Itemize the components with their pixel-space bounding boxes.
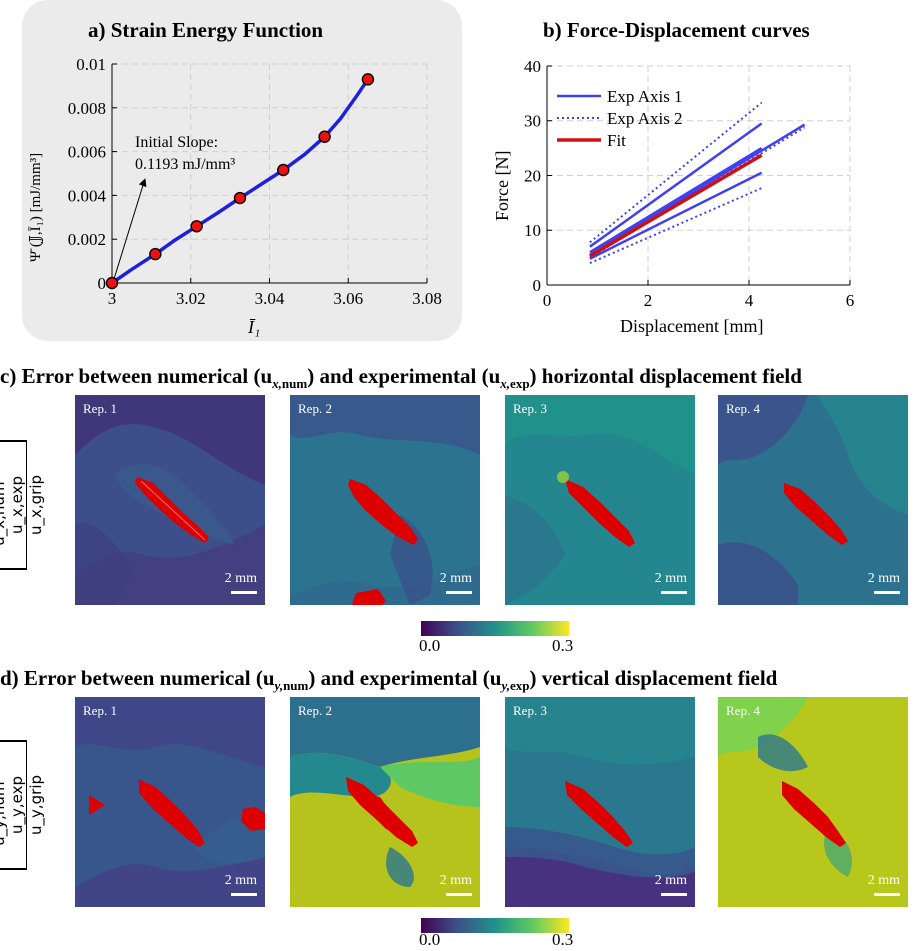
- panel-b-xtick-label-2: 4: [745, 291, 754, 310]
- panel-a-ytick-label-3: 0.006: [68, 143, 106, 162]
- panel-b-series-6: [589, 187, 763, 265]
- panel-a-annotation-line2: 0.1193 mJ/mm³: [135, 156, 236, 173]
- panel-b-title: b) Force-Displacement curves: [543, 18, 810, 42]
- panel-a-xlabel: Ī₁: [248, 317, 261, 337]
- panel-d-ylabel-denominator: u_y,grip: [27, 774, 45, 836]
- panel-c-colorbar: [421, 621, 569, 636]
- panel-a-ylabel: Ψ̄̄ (𝕁,Ī₁) [mJ/mm³]: [28, 152, 44, 262]
- panel-c-ylabel-numerator: u_x,num − u_x,exp: [0, 440, 27, 570]
- panel-c-rep-2-scalebar-label: 2 mm: [439, 571, 472, 586]
- panel-a-annotation-arrowhead: [138, 178, 147, 188]
- panel-b-series-2: [589, 171, 763, 260]
- panel-b-ylabel: Force [N]: [492, 150, 512, 221]
- panel-d-colorbar-min: 0.0: [419, 930, 441, 949]
- panel-b-series-8: [589, 153, 763, 258]
- panel-b-ytick-label-0: 0: [533, 276, 542, 295]
- panel-d-heatmap-rep-1: Rep. 1 2 mm: [75, 697, 265, 907]
- panel-a-ytick-label-4: 0.008: [68, 99, 106, 118]
- panel-b-xtick-label-3: 6: [846, 291, 855, 310]
- panel-b-legend-label-2: Fit: [607, 131, 626, 150]
- panel-a-marker-4: [277, 163, 290, 177]
- panel-b-series-1: [589, 147, 763, 254]
- panel-a-xtick-label-1: 3.02: [176, 289, 206, 308]
- panel-c-heatmap-rep-1: Rep. 1 2 mm: [75, 395, 265, 605]
- panel-b-ytick-label-1: 10: [524, 221, 541, 240]
- panel-d-heatmap-rep-4: Rep. 4 2 mm: [718, 697, 908, 907]
- panel-b-series-0: [589, 122, 763, 248]
- panel-a-marker-1: [149, 247, 162, 261]
- panel-d-rep-3-scalebar-label: 2 mm: [654, 873, 687, 888]
- panel-a-xtick-label-2: 3.04: [255, 289, 285, 308]
- panel-d-rep-4-label: Rep. 4: [726, 703, 760, 718]
- panel-d-rep-4-scalebar-label: 2 mm: [867, 873, 900, 888]
- panel-b-xlabel: Displacement [mm]: [620, 316, 764, 336]
- panel-b-legend-label-0: Exp Axis 1: [607, 87, 683, 106]
- panel-a-marker-0: [105, 276, 119, 290]
- panel-d-rep-2-scalebar-label: 2 mm: [439, 873, 472, 888]
- panel-d-heatmap-rep-2: Rep. 2 2 mm: [290, 697, 480, 907]
- panel-c-rep-2-scalebar: [446, 591, 472, 594]
- panel-d-rep-2-label: Rep. 2: [298, 703, 332, 718]
- panel-c-heatmap-rep-4: Rep. 4 2 mm: [718, 395, 908, 605]
- panel-c-colorbar-min: 0.0: [419, 636, 441, 655]
- panel-b-chart: 0 2 4 6 0 10 20 30 40 Exp Axis 1 Exp Axis 2 Fit: [524, 57, 855, 310]
- panel-d-colorbar-max: 0.3: [552, 930, 574, 949]
- panel-b-series-4: [589, 101, 763, 244]
- panel-c-rep-3-label: Rep. 3: [513, 401, 547, 416]
- panel-a-marker-3: [233, 191, 247, 205]
- panel-a-ytick-label-0: 0: [98, 274, 107, 293]
- panel-c-rep-3-scalebar-label: 2 mm: [654, 571, 687, 586]
- panel-c-rep-1-scalebar: [231, 591, 257, 594]
- panel-d-rep-1-label: Rep. 1: [83, 703, 117, 718]
- panel-b-ytick-label-3: 30: [524, 112, 541, 131]
- panel-b-ytick-label-2: 20: [524, 166, 541, 185]
- panel-a-xtick-label-3: 3.06: [333, 289, 363, 308]
- panel-b-ytick-label-4: 40: [524, 57, 541, 76]
- panel-d-colorbar: [421, 918, 569, 933]
- panel-a-annotation-arrow: [113, 181, 145, 280]
- panel-a-ytick-label-1: 0.002: [68, 230, 106, 249]
- panel-d-rep-2-scalebar: [446, 893, 472, 896]
- panel-c-colorbar-max: 0.3: [552, 636, 574, 655]
- panel-d-heatmap-rep-3: Rep. 3 2 mm: [505, 697, 695, 907]
- panel-c-rep-2-label: Rep. 2: [298, 401, 332, 416]
- panel-d-ylabel: u_y,num − u_y,exp u_y,grip: [0, 740, 62, 870]
- panel-a-ytick-label-2: 0.004: [68, 186, 107, 205]
- panel-a-marker-5: [318, 130, 331, 143]
- panel-c-rep-4-scalebar: [874, 591, 900, 594]
- panel-a-background: [22, 0, 462, 341]
- panel-c-rep-1-scalebar-label: 2 mm: [224, 571, 257, 586]
- panel-c-rep-3-scalebar: [661, 591, 687, 594]
- panel-c-title: c) Error between numerical (ux,num) and …: [0, 364, 802, 392]
- panel-b-xtick-label-1: 2: [644, 291, 653, 310]
- panel-c-ylabel-denominator: u_x,grip: [27, 474, 45, 536]
- panel-c-rep-4-scalebar-label: 2 mm: [867, 571, 900, 586]
- panel-d-rep-3-label: Rep. 3: [513, 703, 547, 718]
- panel-a-xtick-label-0: 3: [108, 289, 117, 308]
- panel-c-ylabel: u_x,num − u_x,exp u_x,grip: [0, 440, 62, 570]
- panel-b-legend-label-1: Exp Axis 2: [607, 109, 683, 128]
- panel-c-rep-4-label: Rep. 4: [726, 401, 760, 416]
- panel-b-xtick-label-0: 0: [543, 291, 552, 310]
- panel-d-ylabel-numerator: u_y,num − u_y,exp: [0, 740, 27, 870]
- panel-d-title: d) Error between numerical (uy,num) and …: [0, 666, 778, 694]
- panel-c-heatmap-rep-3: Rep. 3 2 mm: [505, 395, 695, 605]
- panel-d-rep-1-scalebar: [231, 893, 257, 896]
- panel-d-rep-1-scalebar-label: 2 mm: [224, 873, 257, 888]
- panel-d-rep-3-scalebar: [661, 893, 687, 896]
- panel-a-xtick-label-4: 3.08: [412, 289, 442, 308]
- panel-a-marker-6: [361, 73, 375, 86]
- panel-a-marker-2: [190, 220, 203, 233]
- panel-a-annotation-line1: Initial Slope:: [135, 134, 219, 151]
- panel-a-chart: 3 3.02 3.04 3.06 3.08 0 0.002 0.004 0.006 0.008 0.…: [68, 55, 442, 308]
- panel-c-rep-1-label: Rep. 1: [83, 401, 117, 416]
- panel-c-heatmap-rep-2: Rep. 2 2 mm: [290, 395, 480, 605]
- panel-a-ytick-label-5: 0.01: [76, 55, 106, 74]
- panel-a-title: a) Strain Energy Function: [88, 18, 324, 42]
- panel-d-rep-4-scalebar: [874, 893, 900, 896]
